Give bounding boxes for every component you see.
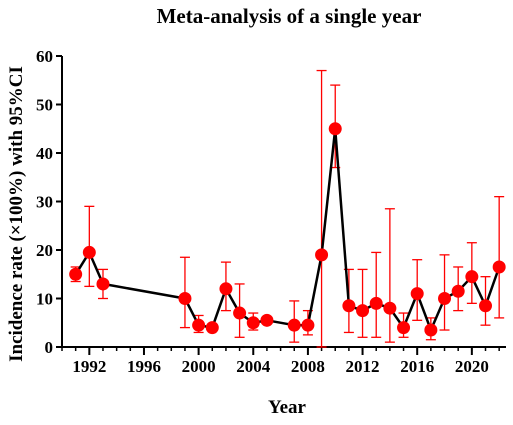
x-tick-label: 2016 [400, 357, 434, 376]
data-point [192, 318, 206, 332]
markers [69, 122, 506, 337]
y-tick-label: 20 [36, 241, 53, 260]
y-tick-label: 10 [36, 290, 53, 309]
data-point [465, 270, 479, 284]
data-point [287, 318, 301, 332]
data-point [410, 287, 424, 301]
axes: 0 10 20 30 40 50 60 1992 1996 2000 2004 2008 2012 201… [36, 47, 506, 376]
data-point [178, 292, 192, 305]
y-tick-label: 0 [45, 338, 54, 357]
data-point [451, 284, 465, 298]
x-tick-label: 2020 [455, 357, 489, 376]
data-point [233, 306, 247, 320]
x-axis-label: Year [268, 397, 307, 418]
data-point [82, 245, 96, 259]
data-point [69, 267, 83, 281]
x-tick-label: 1996 [127, 357, 161, 376]
data-point [96, 277, 110, 291]
x-tick-label: 2008 [291, 357, 325, 376]
data-point [479, 299, 493, 313]
data-point [246, 316, 260, 330]
data-point [369, 296, 383, 310]
data-point [383, 301, 397, 315]
data-point [260, 313, 274, 327]
data-point [438, 292, 452, 305]
data-point [342, 299, 356, 313]
data-point [301, 318, 315, 332]
chart-title: Meta-analysis of a single year [157, 4, 422, 28]
data-point [356, 304, 370, 318]
data-point [328, 122, 342, 136]
error-bars [70, 69, 505, 348]
y-tick-label: 40 [36, 144, 53, 163]
data-point [397, 321, 411, 335]
series-line [74, 127, 501, 332]
data-point [315, 248, 329, 262]
data-point [219, 282, 233, 296]
y-axis-label: Incidence rate (×100%) with 95%CI [6, 66, 27, 362]
x-tick-label: 2004 [236, 357, 271, 376]
series-lines [74, 127, 501, 332]
x-tick-label: 2000 [182, 357, 216, 376]
y-tick-label: 30 [36, 193, 53, 212]
data-point [424, 323, 438, 337]
data-point [492, 260, 506, 274]
data-point [205, 321, 219, 335]
y-tick-label: 50 [36, 96, 53, 115]
x-tick-label: 1992 [72, 357, 106, 376]
y-tick-label: 60 [36, 47, 53, 66]
x-tick-label: 2012 [346, 357, 380, 376]
